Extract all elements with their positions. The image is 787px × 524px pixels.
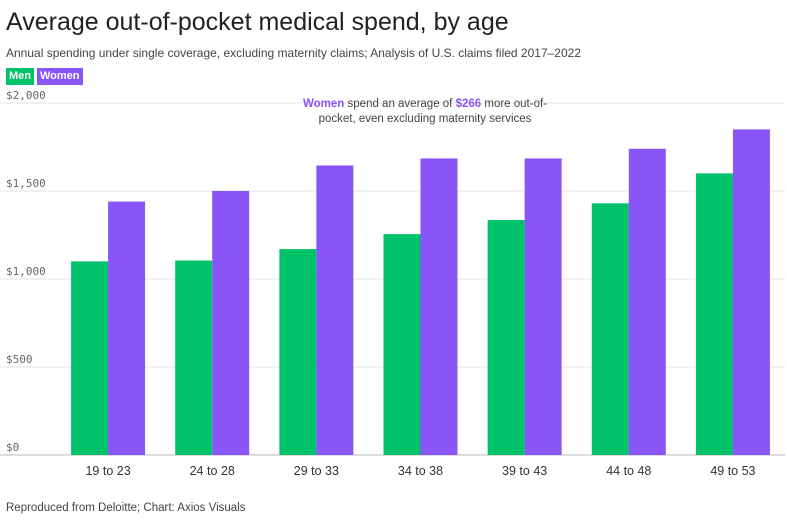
x-tick-label: 19 to 23 [85, 464, 130, 478]
bar-women [524, 158, 562, 455]
y-tick-label: $500 [6, 353, 33, 366]
bar-men [71, 261, 109, 455]
x-tick-label: 29 to 33 [294, 464, 339, 478]
bar-men [279, 249, 317, 455]
legend-men: Men [6, 68, 34, 85]
x-tick-label: 44 to 48 [606, 464, 651, 478]
x-tick-label: 49 to 53 [710, 464, 755, 478]
y-tick-label: $0 [6, 441, 19, 454]
x-tick-label: 39 to 43 [502, 464, 547, 478]
bar-men [695, 173, 733, 455]
y-tick-label: $1,000 [6, 265, 46, 278]
annotation-text-b: more out-of-pocket, even excluding mater… [318, 98, 547, 125]
bar-men [383, 234, 421, 455]
legend: Men Women [6, 68, 83, 85]
chart-subtitle: Annual spending under single coverage, e… [6, 46, 581, 60]
bar-men [487, 220, 525, 455]
annotation: Women spend an average of $266 more out-… [300, 97, 550, 127]
source-note: Reproduced from Deloitte; Chart: Axios V… [6, 502, 246, 514]
bar-men [175, 260, 213, 455]
bar-women [108, 201, 146, 455]
x-tick-label: 34 to 38 [398, 464, 443, 478]
bar-men [591, 203, 629, 455]
bar-women [732, 129, 770, 455]
bar-women [420, 158, 458, 455]
annotation-text-a: spend an average of [344, 98, 456, 110]
bar-women [212, 191, 250, 455]
y-tick-label: $1,500 [6, 177, 46, 190]
bar-women [316, 165, 354, 456]
legend-women: Women [37, 68, 83, 85]
y-tick-label: $2,000 [6, 89, 46, 102]
annotation-highlight-value: $266 [455, 98, 482, 110]
bar-women [628, 148, 666, 455]
chart-title: Average out-of-pocket medical spend, by … [6, 8, 509, 36]
x-tick-label: 24 to 28 [190, 464, 235, 478]
annotation-highlight-label: Women [303, 98, 345, 110]
